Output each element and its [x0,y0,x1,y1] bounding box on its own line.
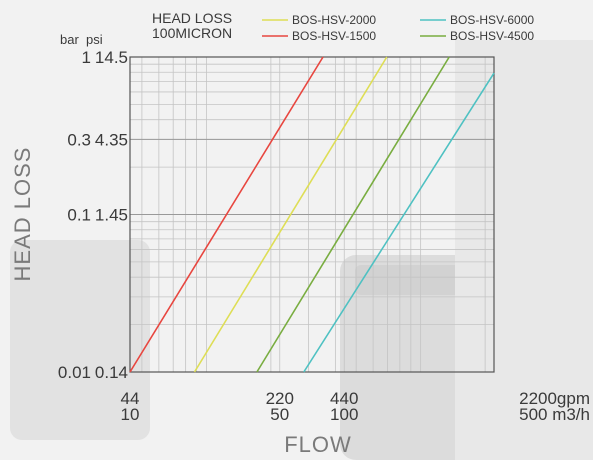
legend-label: BOS-HSV-2000 [292,13,376,27]
x-tick-label-gpm: 220 [266,389,294,408]
x-tick-label-gpm: 44 [121,389,140,408]
y-tick-label-psi: 1.45 [95,206,128,225]
series-line-bos-hsv-4500 [256,56,450,373]
series-layer [129,56,495,373]
y-tick-label-psi: 4.35 [95,130,128,149]
y-unit-bar: bar [60,32,79,47]
series-line-bos-hsv-2000 [193,56,388,373]
series-line-bos-hsv-6000 [303,72,495,373]
legend-label: BOS-HSV-6000 [450,13,534,27]
y-tick-label-bar: 1 [82,48,91,67]
plot-frame [129,56,495,373]
y-tick-label-bar: 0.1 [67,206,91,225]
y-axis-label: HEAD LOSS [10,147,35,282]
y-tick-label-psi: 14.5 [95,48,128,67]
x-tick-label-gpm: 440 [330,389,358,408]
y-tick-label-bar: 0.01 [58,363,91,382]
x-axis-label: FLOW [284,432,352,457]
legend-label: BOS-HSV-1500 [292,29,376,43]
y-tick-labels: 1 14.5 0.3 4.35 0.1 1.45 0.01 0.14 [58,48,128,382]
x-tick-label-gpm: 2200gpm [519,389,590,408]
grid-lines [130,57,494,372]
y-tick-label-bar: 0.3 [67,130,91,149]
y-unit-psi: psi [86,32,103,47]
legend-label: BOS-HSV-4500 [450,29,534,43]
chart-subtitle: 100MICRON [152,25,232,41]
x-tick-label-m3h: 100 [330,405,358,424]
series-line-bos-hsv-1500 [129,56,324,373]
y-tick-label-psi: 0.14 [95,363,128,382]
x-tick-label-m3h: 50 [270,405,289,424]
legend: BOS-HSV-2000 BOS-HSV-1500 BOS-HSV-6000 BOS-… [262,13,534,43]
chart-title: HEAD LOSS [152,10,232,26]
x-tick-label-m3h: 10 [121,405,140,424]
x-tick-label-m3h: 500 m3/h [519,405,590,424]
